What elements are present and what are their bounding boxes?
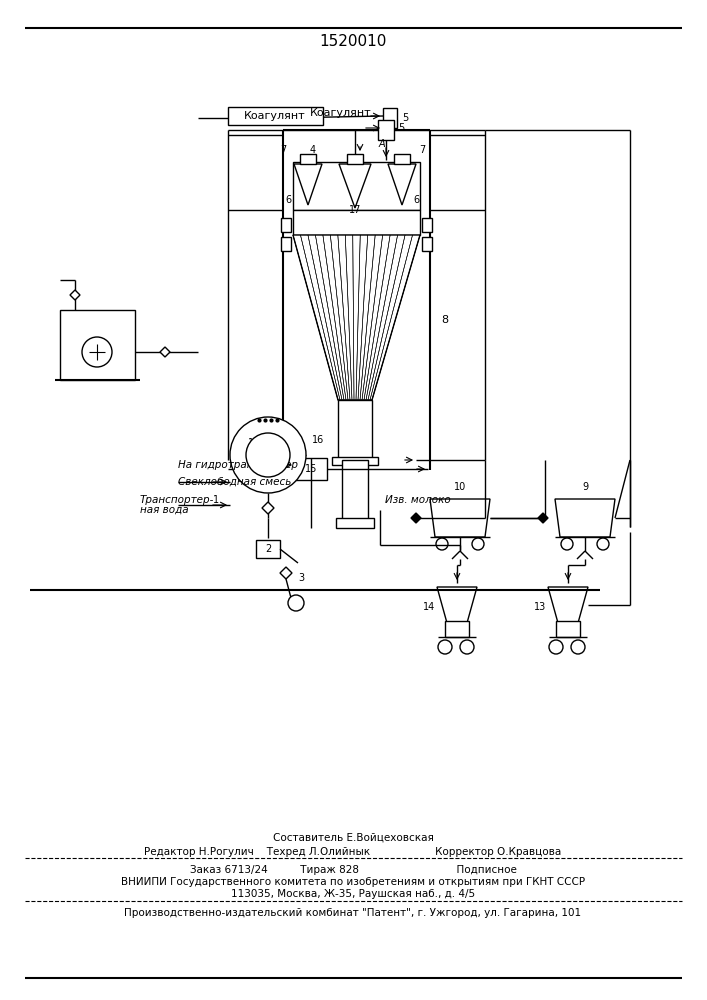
Text: Транспортер-: Транспортер- <box>140 495 214 505</box>
Text: 11: 11 <box>248 455 260 465</box>
Polygon shape <box>280 567 292 579</box>
Polygon shape <box>555 499 615 537</box>
Polygon shape <box>411 513 421 523</box>
Text: 6: 6 <box>413 195 419 205</box>
Polygon shape <box>430 499 490 537</box>
Circle shape <box>549 640 563 654</box>
Polygon shape <box>538 513 548 523</box>
Circle shape <box>597 538 609 550</box>
Bar <box>347 154 363 164</box>
Polygon shape <box>293 235 420 400</box>
Bar <box>378 120 394 140</box>
Text: Изв. молоко: Изв. молоко <box>385 495 451 505</box>
Bar <box>422 218 432 232</box>
Text: А: А <box>379 139 385 149</box>
Text: ная вода: ная вода <box>140 505 189 515</box>
Text: ВНИИПИ Государственного комитета по изобретениям и открытиям при ГКНТ СССР: ВНИИПИ Государственного комитета по изоб… <box>121 877 585 887</box>
Circle shape <box>460 640 474 654</box>
Text: Производственно-издательский комбинат "Патент", г. Ужгород, ул. Гагарина, 101: Производственно-издательский комбинат "П… <box>124 908 582 918</box>
Text: 5: 5 <box>402 113 408 123</box>
Polygon shape <box>262 502 274 514</box>
Text: 4: 4 <box>310 145 316 155</box>
Circle shape <box>571 640 585 654</box>
Text: 14: 14 <box>423 602 435 612</box>
Text: 9: 9 <box>582 482 588 492</box>
Polygon shape <box>294 164 322 205</box>
Text: Свеклободная смесь: Свеклободная смесь <box>178 477 291 487</box>
Circle shape <box>288 595 304 611</box>
Text: Коагулянт: Коагулянт <box>310 108 372 118</box>
Text: 5: 5 <box>398 123 404 133</box>
Text: Составитель Е.Войцеховская: Составитель Е.Войцеховская <box>273 833 433 843</box>
Bar <box>422 237 432 251</box>
Text: 7: 7 <box>419 145 425 155</box>
Text: Редактор Н.Рогулич    Техред Л.Олийнык                    Корректор О.Кравцова: Редактор Н.Рогулич Техред Л.Олийнык Корр… <box>144 847 561 857</box>
Bar <box>338 400 372 460</box>
Bar <box>445 621 469 637</box>
Bar <box>293 210 420 235</box>
Polygon shape <box>339 164 371 208</box>
Circle shape <box>82 337 112 367</box>
Text: 12: 12 <box>248 438 260 448</box>
Text: 1520010: 1520010 <box>320 34 387 49</box>
Bar <box>556 621 580 637</box>
Bar <box>336 518 374 528</box>
Bar <box>394 154 410 164</box>
Text: 1: 1 <box>213 495 219 505</box>
Circle shape <box>438 640 452 654</box>
Bar <box>342 460 368 520</box>
Text: 113035, Москва, Ж-35, Раушская наб., д. 4/5: 113035, Москва, Ж-35, Раушская наб., д. … <box>231 889 475 899</box>
Text: Коагулянт: Коагулянт <box>244 111 306 121</box>
Text: 2: 2 <box>265 544 271 554</box>
Polygon shape <box>70 290 80 300</box>
Text: 10: 10 <box>454 482 466 492</box>
Text: 17: 17 <box>349 205 361 215</box>
Polygon shape <box>388 164 416 205</box>
Bar <box>300 154 316 164</box>
Text: 13: 13 <box>534 602 546 612</box>
Circle shape <box>230 417 306 493</box>
Polygon shape <box>160 347 170 357</box>
Text: Заказ 6713/24          Тираж 828                              Подписное: Заказ 6713/24 Тираж 828 Подписное <box>189 865 516 875</box>
Bar <box>332 457 378 465</box>
Text: 3: 3 <box>298 573 304 583</box>
Circle shape <box>246 433 290 477</box>
Bar <box>293 162 420 210</box>
Bar <box>281 237 291 251</box>
Text: 15: 15 <box>305 464 317 474</box>
Text: На гидротранспортер: На гидротранспортер <box>178 460 298 470</box>
Circle shape <box>472 538 484 550</box>
Bar <box>256 540 280 558</box>
Bar <box>60 310 135 380</box>
Bar <box>295 458 327 480</box>
Text: 7: 7 <box>280 145 286 155</box>
Bar <box>383 108 397 128</box>
Bar <box>228 107 323 125</box>
Text: 8: 8 <box>441 315 448 325</box>
Bar <box>281 218 291 232</box>
Circle shape <box>561 538 573 550</box>
Circle shape <box>436 538 448 550</box>
Polygon shape <box>548 587 588 623</box>
Text: 16: 16 <box>312 435 324 445</box>
Text: 6: 6 <box>285 195 291 205</box>
Polygon shape <box>437 587 477 623</box>
